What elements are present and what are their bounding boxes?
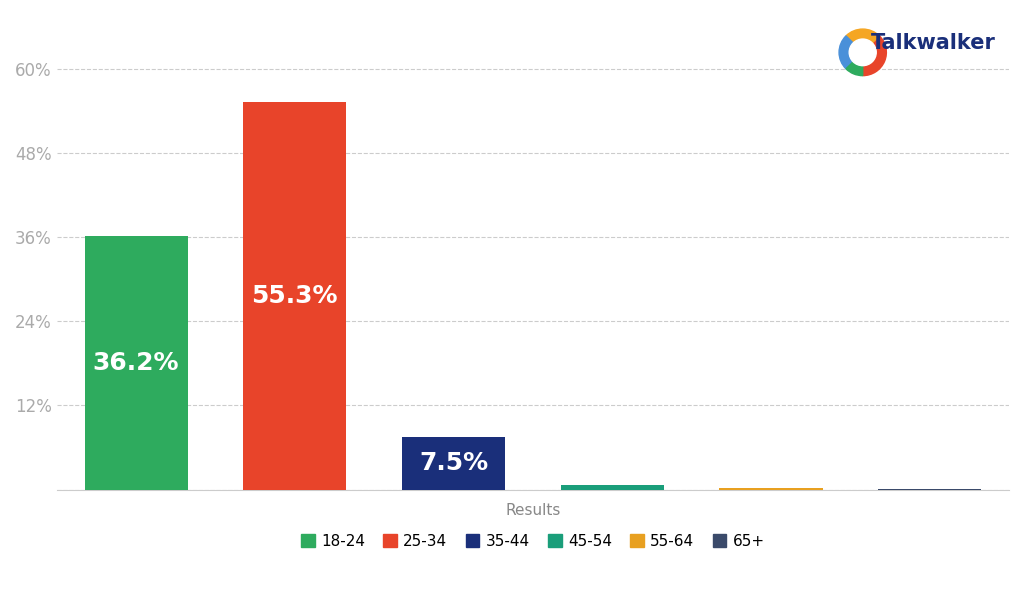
Bar [719, 488, 822, 490]
Wedge shape [839, 36, 853, 69]
Circle shape [849, 39, 877, 66]
X-axis label: Results: Results [505, 503, 560, 518]
Bar [878, 489, 981, 490]
Wedge shape [846, 62, 862, 76]
Wedge shape [862, 36, 887, 76]
Text: 55.3%: 55.3% [252, 283, 338, 307]
Legend: 18-24, 25-34, 35-44, 45-54, 55-64, 65+: 18-24, 25-34, 35-44, 45-54, 55-64, 65+ [295, 528, 771, 555]
Bar [85, 235, 187, 490]
Bar [561, 485, 664, 490]
Text: Talkwalker: Talkwalker [870, 33, 995, 53]
Text: 7.5%: 7.5% [419, 452, 488, 476]
Wedge shape [846, 29, 880, 43]
Bar [244, 102, 346, 490]
Text: 36.2%: 36.2% [93, 351, 179, 375]
Bar [402, 437, 505, 490]
